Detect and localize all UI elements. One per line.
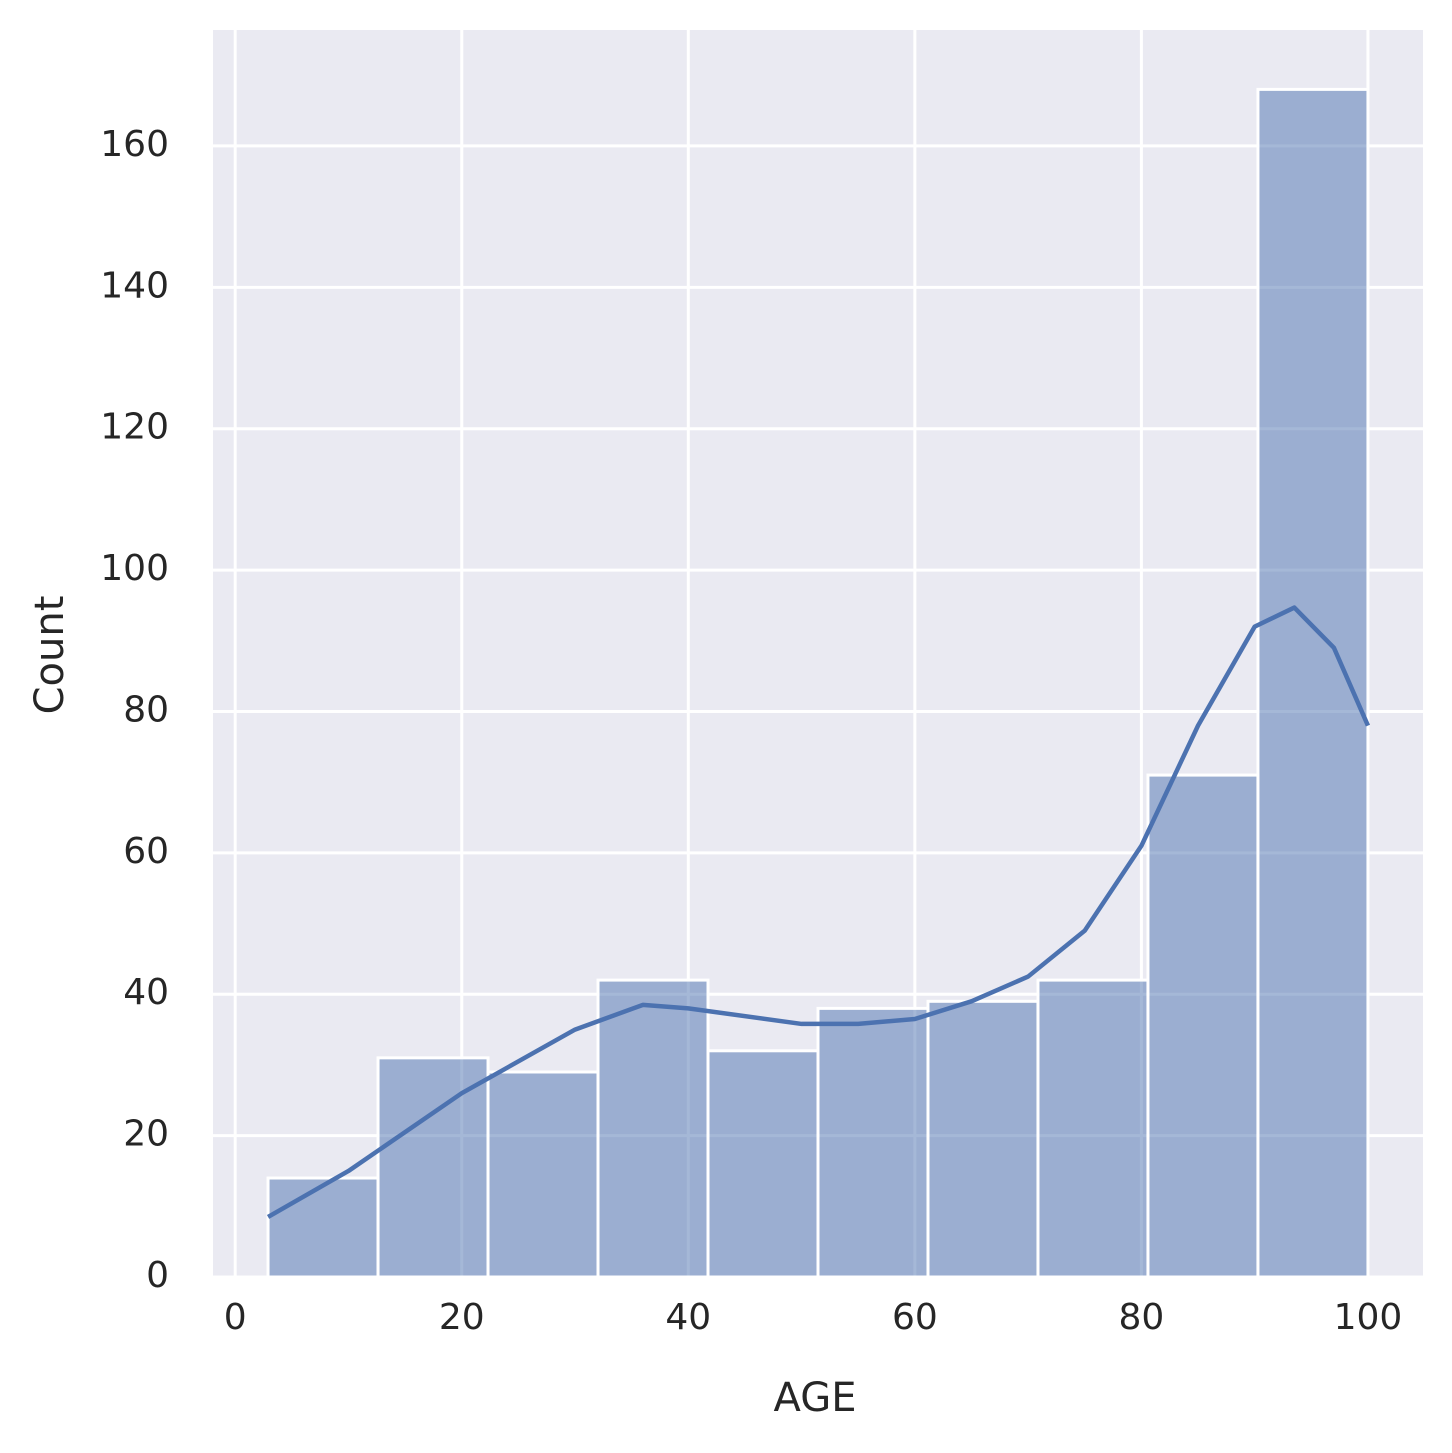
y-tick-label: 20 — [123, 1114, 169, 1155]
histogram-bar — [266, 1176, 380, 1279]
x-tick-label: 20 — [439, 1297, 485, 1338]
x-tick-label: 0 — [224, 1297, 247, 1338]
x-tick-label: 100 — [1334, 1297, 1403, 1338]
y-tick-label: 40 — [123, 972, 169, 1013]
histogram-bar — [486, 1070, 600, 1279]
x-axis-label: AGE — [774, 1375, 857, 1421]
kde-line — [266, 605, 1371, 1219]
y-tick-label: 100 — [100, 548, 169, 589]
y-axis-label: Count — [27, 596, 73, 715]
y-tick-label: 80 — [123, 689, 169, 730]
y-tick-label: 0 — [146, 1255, 169, 1296]
y-tick-label: 140 — [100, 265, 169, 306]
histogram-bar — [1146, 773, 1260, 1279]
histogram-bar — [816, 1006, 930, 1279]
histogram-bar — [706, 1049, 820, 1279]
y-tick-label: 60 — [123, 831, 169, 872]
x-tick-label: 40 — [665, 1297, 711, 1338]
histogram-bar — [1036, 978, 1150, 1279]
y-tick-label: 120 — [100, 407, 169, 448]
histogram-bar — [596, 978, 710, 1279]
histogram-bar — [926, 999, 1040, 1279]
y-tick-label: 160 — [100, 124, 169, 165]
x-tick-label: 60 — [892, 1297, 938, 1338]
x-tick-label: 80 — [1118, 1297, 1164, 1338]
histogram-bar — [376, 1056, 490, 1279]
